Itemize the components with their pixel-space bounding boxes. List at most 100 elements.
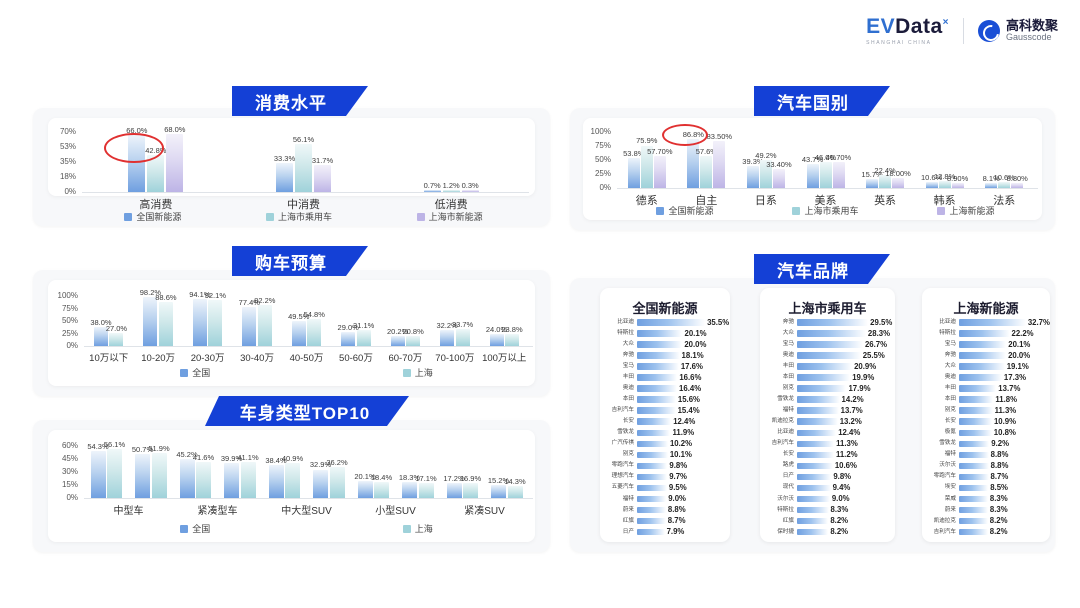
legend-item[interactable]: 上海市乘用车 xyxy=(792,204,859,217)
bar-value-label: 17.1% xyxy=(415,474,437,484)
brand-rank-row: 保时捷 8.2% xyxy=(760,527,895,537)
y-axis-tick: 25% xyxy=(594,169,611,178)
x-axis-category-label: 10-20万 xyxy=(141,353,176,364)
chart-legend: 全国 上海 xyxy=(84,366,529,379)
legend-item[interactable]: 上海 xyxy=(402,366,433,379)
bar-value-label: 31.7% xyxy=(311,155,334,165)
legend-item[interactable]: 全国新能源 xyxy=(656,204,714,217)
legend-item[interactable]: 上海 xyxy=(402,522,433,535)
bar-value-label: 33.3% xyxy=(273,154,296,164)
brand-bar xyxy=(637,385,678,392)
brand-value-label: 8.3% xyxy=(989,505,1008,515)
bar-value-label: 56.1% xyxy=(292,134,315,144)
brand-name: 路虎 xyxy=(782,462,794,469)
brand-value-label: 8.7% xyxy=(667,516,686,526)
brand-value-label: 28.3% xyxy=(867,328,891,338)
bar-上海新能源-1 xyxy=(713,141,726,188)
brand-name: 本田 xyxy=(622,396,634,403)
bar-value-label: 29.0% xyxy=(337,322,359,332)
brand-rank-row: 福特 13.7% xyxy=(760,406,895,415)
brand-card-shanghai-ev: 上海新能源 比亚迪 32.7% 特斯拉 22.2% 宝马 20.1% 奔驰 20.0% 大众 19… xyxy=(922,288,1050,542)
brand-name: 特斯拉 xyxy=(939,329,956,336)
legend-item[interactable]: 上海市乘用车 xyxy=(265,210,332,223)
legend-label: 全国 xyxy=(192,524,211,534)
y-axis-tick: 0% xyxy=(66,493,78,502)
legend-item[interactable]: 全国新能源 xyxy=(124,210,181,223)
brand-rank-row: 红旗 8.7% xyxy=(600,516,730,526)
legend-item[interactable]: 上海新能源 xyxy=(937,204,995,217)
brand-bar-track: 7.9% xyxy=(637,527,730,537)
legend-label: 上海市乘用车 xyxy=(277,212,332,222)
ribbon-brand: 汽车品牌 xyxy=(754,254,890,284)
brand-bar xyxy=(797,352,861,359)
brand-value-label: 8.7% xyxy=(990,472,1009,482)
x-axis-category-label: 英系 xyxy=(874,195,897,207)
brand-name: 凯迪拉克 xyxy=(933,517,956,524)
brand-bar xyxy=(797,407,839,414)
brand-bar xyxy=(637,462,668,470)
brand-name: 沃尔沃 xyxy=(939,462,956,469)
brand-rank-row: 五菱汽车 9.5% xyxy=(600,483,730,493)
x-axis-category-label: 20-30万 xyxy=(190,353,225,364)
brand-bar xyxy=(797,473,832,481)
brand-rank-row: 宝马 20.1% xyxy=(922,340,1050,349)
brand-bar-track: 14.2% xyxy=(797,395,895,404)
brand-value-label: 8.8% xyxy=(990,450,1009,460)
brand-bar-track: 16.4% xyxy=(637,384,730,393)
bar-上海市乘用车-2 xyxy=(442,190,460,192)
bar-value-label: 49.2% xyxy=(755,151,777,161)
brand-bar xyxy=(959,385,997,392)
bar-value-label: 49.5% xyxy=(288,312,310,322)
bar-value-label: 15.2% xyxy=(487,475,510,485)
y-axis-tick: 25% xyxy=(61,328,78,338)
brand-bar xyxy=(637,374,678,381)
brand-rank-row: 奔驰 29.5% xyxy=(760,318,895,327)
brand-name: 比亚迪 xyxy=(939,318,956,325)
brand-bar xyxy=(959,341,1007,348)
bar-value-label: 83.50% xyxy=(706,132,733,142)
legend-item[interactable]: 全国 xyxy=(180,522,210,535)
brand-name: 丰田 xyxy=(622,373,634,380)
bar-上海-2 xyxy=(208,299,223,346)
legend-swatch-icon xyxy=(416,212,425,221)
y-axis-tick: 75% xyxy=(61,303,78,313)
brand-rank-row: 福特 9.0% xyxy=(600,494,730,504)
legend-label: 全国 xyxy=(192,368,211,378)
brand-bar xyxy=(637,473,668,481)
bar-上海新能源-6 xyxy=(1011,183,1024,188)
brand-card-shanghai-pv: 上海市乘用车 奔驰 29.5% 大众 28.3% 宝马 26.7% 奥迪 25.5% 丰田 20.… xyxy=(760,288,895,542)
brand-value-label: 19.9% xyxy=(852,372,875,382)
legend-item[interactable]: 全国 xyxy=(180,366,210,379)
legend-item[interactable]: 上海市新能源 xyxy=(416,210,483,223)
bar-全国新能源-5 xyxy=(925,182,938,188)
bar-上海市乘用车-1 xyxy=(295,143,312,192)
brand-value-label: 10.6% xyxy=(834,461,857,471)
bar-全国-2 xyxy=(192,298,207,346)
x-axis-category-label: 40-50万 xyxy=(289,353,324,364)
brand-rank-row: 本田 15.6% xyxy=(600,395,730,404)
brand-value-label: 10.8% xyxy=(993,428,1016,437)
brand-bar xyxy=(959,517,988,525)
x-axis-line xyxy=(82,192,529,193)
y-axis-tick: 30% xyxy=(61,467,78,476)
bar-全国-8 xyxy=(489,334,504,346)
brand-card-title: 上海新能源 xyxy=(953,301,1019,316)
bar-value-label: 23.8% xyxy=(501,325,523,335)
bar-上海市新能源-0 xyxy=(166,133,184,192)
bar-value-label: 8.90% xyxy=(947,174,969,184)
x-axis-category-label: 德系 xyxy=(635,195,658,207)
brand-bar xyxy=(959,396,994,403)
brand-rank-row: 丰田 20.9% xyxy=(760,362,895,371)
brand-value-label: 9.0% xyxy=(668,494,686,504)
legend-swatch-icon xyxy=(124,212,133,221)
bar-value-label: 32.2% xyxy=(436,320,458,330)
brand-bar-track: 10.8% xyxy=(959,428,1050,438)
brand-rank-row: 奥迪 17.3% xyxy=(922,373,1050,382)
brand-bar-track: 18.1% xyxy=(637,351,730,360)
brand-rank-row: 零跑汽车 8.7% xyxy=(922,472,1050,482)
brand-bar xyxy=(637,451,668,459)
bar-value-label: 1.2% xyxy=(442,181,460,190)
brand-value-label: 20.0% xyxy=(1008,350,1031,360)
legend-swatch-icon xyxy=(402,524,411,533)
bar-上海-2 xyxy=(196,461,211,498)
